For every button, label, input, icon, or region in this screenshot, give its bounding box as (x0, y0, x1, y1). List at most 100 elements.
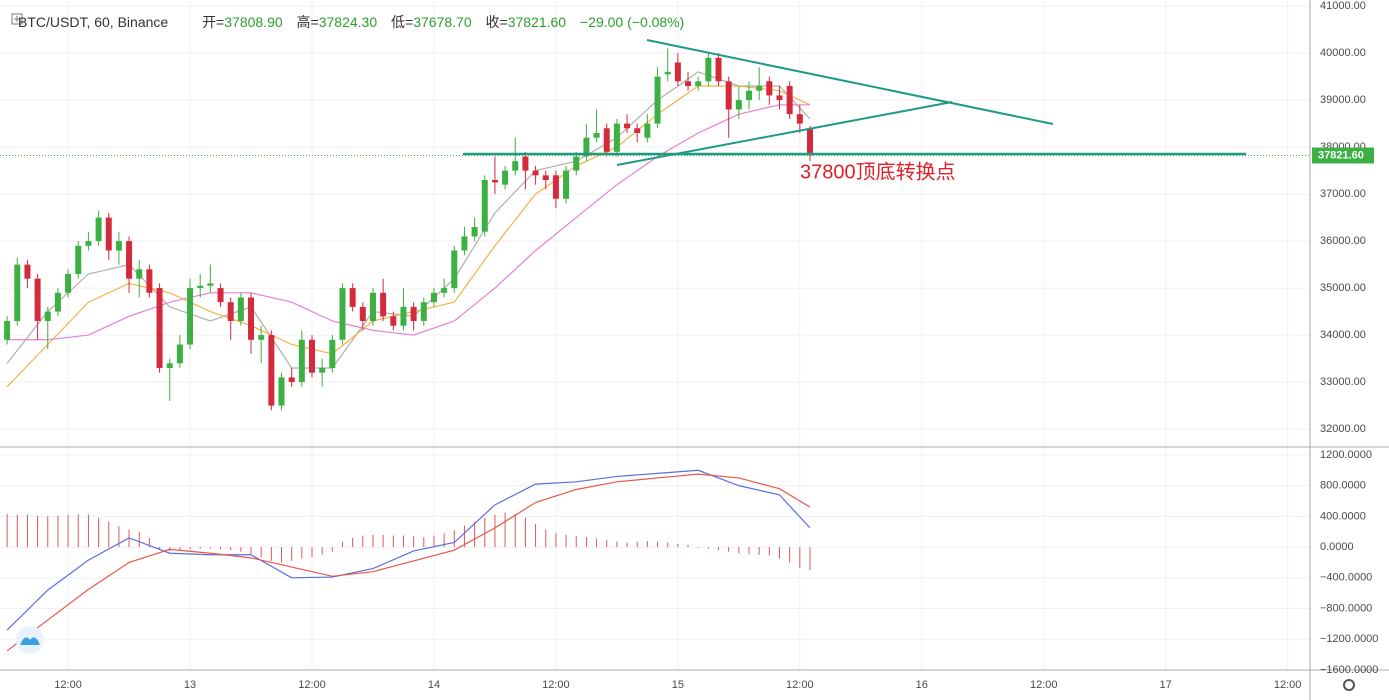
candle-body (248, 297, 255, 340)
trend-line (616, 101, 953, 166)
line-series (6, 469, 811, 631)
candle-body (735, 100, 742, 110)
candle-body (105, 217, 112, 251)
candle-body (603, 128, 610, 152)
trend-line (646, 39, 1054, 125)
plot (4, 48, 813, 652)
x-tick-label: 12:00 (1030, 679, 1058, 691)
last-price-box (1312, 147, 1374, 164)
candle-body (166, 363, 173, 368)
candle-body (369, 292, 376, 321)
candle-body (126, 241, 133, 279)
candle-body (746, 90, 753, 101)
candle-body (146, 269, 153, 293)
candle-body (278, 377, 285, 406)
ohlc-value: 37808.90 (224, 14, 283, 30)
candle-body (237, 297, 244, 321)
settings-icon[interactable] (1343, 679, 1355, 691)
legend-header: BTC/USDT, 60, Binance 开=37808.90 高=37824… (18, 12, 694, 32)
candle-body (481, 179, 488, 232)
candle-body (380, 292, 387, 317)
line-series (7, 104, 810, 341)
candle-body (552, 175, 559, 199)
y-tick-label: 34000.00 (1320, 329, 1366, 341)
candle-body (268, 335, 275, 406)
candle-body (227, 302, 234, 321)
candle-body (430, 292, 437, 303)
candle-body (725, 81, 732, 110)
candle-body (634, 128, 641, 134)
collapse-icon[interactable] (11, 13, 23, 25)
candle-body (786, 86, 793, 115)
candle-body (491, 179, 498, 183)
candle-body (390, 316, 397, 326)
candle-body (542, 175, 549, 180)
x-tick-label: 12:00 (54, 679, 82, 691)
x-tick-label: 16 (916, 679, 928, 691)
y-tick-label: −1200.0000 (1320, 633, 1378, 645)
x-tick-label: 17 (1160, 679, 1172, 691)
ohlc-label: 低= (391, 14, 414, 30)
x-tick-label: 12:00 (298, 679, 326, 691)
y-tick-label: −1600.0000 (1320, 664, 1378, 676)
candle-body (329, 339, 336, 368)
candle-body (471, 226, 478, 237)
y-tick-label: 800.0000 (1320, 480, 1366, 492)
candle-body (685, 81, 692, 87)
candle-body (420, 302, 427, 321)
candle-body (583, 137, 590, 157)
x-tick-label: 12:00 (786, 679, 814, 691)
y-tick-label: 41000.00 (1320, 0, 1366, 12)
y-tick-label: 37000.00 (1320, 188, 1366, 200)
symbol-title: BTC/USDT, 60, Binance (18, 14, 169, 30)
candle-body (258, 335, 265, 340)
y-tick-label: 32000.00 (1320, 423, 1366, 435)
y-tick-label: 36000.00 (1320, 235, 1366, 247)
candle-body (705, 57, 712, 82)
candle-body (674, 62, 681, 82)
y-tick-label: 40000.00 (1320, 47, 1366, 59)
candle-body (441, 288, 448, 293)
y-tick-label: −400.0000 (1320, 572, 1372, 584)
candle-body (796, 114, 803, 124)
candle-body (451, 250, 458, 289)
x-tick-label: 15 (672, 679, 684, 691)
candle-body (624, 123, 631, 129)
x-tick-label: 12:00 (542, 679, 570, 691)
candle-body (654, 76, 661, 124)
line-series (6, 85, 811, 388)
annotation: 37800顶底转换点 (800, 160, 956, 183)
candle-body (532, 170, 539, 176)
candle-body (400, 306, 407, 326)
candle-body (197, 285, 204, 289)
ohlc-label: 收= (485, 14, 508, 30)
candle-body (288, 377, 295, 383)
candle-body (806, 128, 813, 156)
ohlc-value: 37824.30 (318, 14, 378, 30)
candle-body (776, 95, 783, 101)
change-value: −29.00 (−0.08%) (580, 14, 685, 30)
y-tick-label: 400.0000 (1320, 510, 1366, 522)
y-tick-label: 0.0000 (1320, 541, 1354, 553)
candle-body (75, 245, 82, 274)
candle-body (593, 133, 600, 138)
candle-body (644, 123, 651, 138)
candle-body (207, 283, 214, 286)
logo (20, 637, 40, 645)
candle-body (309, 339, 316, 373)
candle-body (176, 344, 183, 364)
y-tick-label: 39000.00 (1320, 94, 1366, 106)
candle-body (502, 170, 509, 185)
candle-body (217, 288, 224, 303)
y-tick-label: 1200.0000 (1320, 449, 1372, 461)
candle-body (512, 161, 519, 171)
candle-body (664, 71, 671, 75)
last-price-label: 37821.60 (1318, 149, 1364, 161)
y-tick-label: 35000.00 (1320, 282, 1366, 294)
candle-body (349, 288, 356, 307)
candle-body (44, 311, 51, 321)
candle-body (85, 241, 92, 246)
candle-body (756, 86, 763, 91)
